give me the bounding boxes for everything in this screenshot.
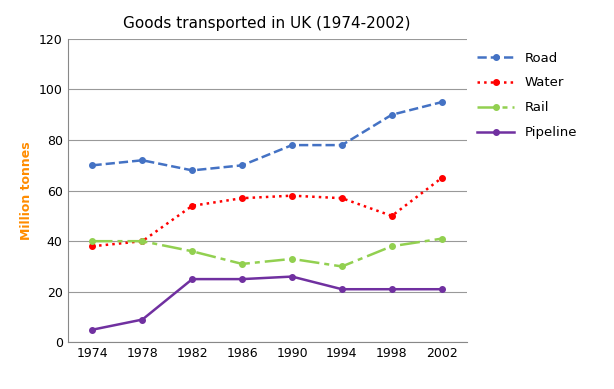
Rail: [188, 249, 196, 254]
Line: Pipeline: Pipeline: [90, 274, 445, 333]
Road: [238, 163, 246, 168]
Water: [338, 196, 346, 201]
Rail: [338, 264, 346, 269]
Y-axis label: Million tonnes: Million tonnes: [20, 141, 33, 240]
Pipeline: [438, 287, 445, 292]
Water: [388, 214, 395, 218]
Water: [289, 193, 296, 198]
Pipeline: [89, 328, 96, 332]
Rail: [388, 244, 395, 249]
Road: [338, 143, 346, 147]
Pipeline: [139, 317, 146, 322]
Pipeline: [238, 277, 246, 282]
Title: Goods transported in UK (1974-2002): Goods transported in UK (1974-2002): [123, 16, 411, 31]
Road: [388, 112, 395, 117]
Water: [89, 244, 96, 249]
Pipeline: [289, 274, 296, 279]
Water: [188, 203, 196, 208]
Road: [89, 163, 96, 168]
Pipeline: [188, 277, 196, 282]
Rail: [139, 239, 146, 244]
Pipeline: [338, 287, 346, 292]
Water: [139, 239, 146, 244]
Water: [238, 196, 246, 201]
Legend: Road, Water, Rail, Pipeline: Road, Water, Rail, Pipeline: [477, 52, 577, 139]
Rail: [438, 237, 445, 241]
Line: Rail: Rail: [90, 236, 445, 269]
Road: [438, 100, 445, 105]
Road: [188, 168, 196, 173]
Water: [438, 176, 445, 180]
Rail: [238, 261, 246, 266]
Rail: [89, 239, 96, 244]
Road: [139, 158, 146, 163]
Rail: [289, 257, 296, 261]
Pipeline: [388, 287, 395, 292]
Line: Water: Water: [90, 175, 445, 249]
Line: Road: Road: [90, 99, 445, 173]
Road: [289, 143, 296, 147]
